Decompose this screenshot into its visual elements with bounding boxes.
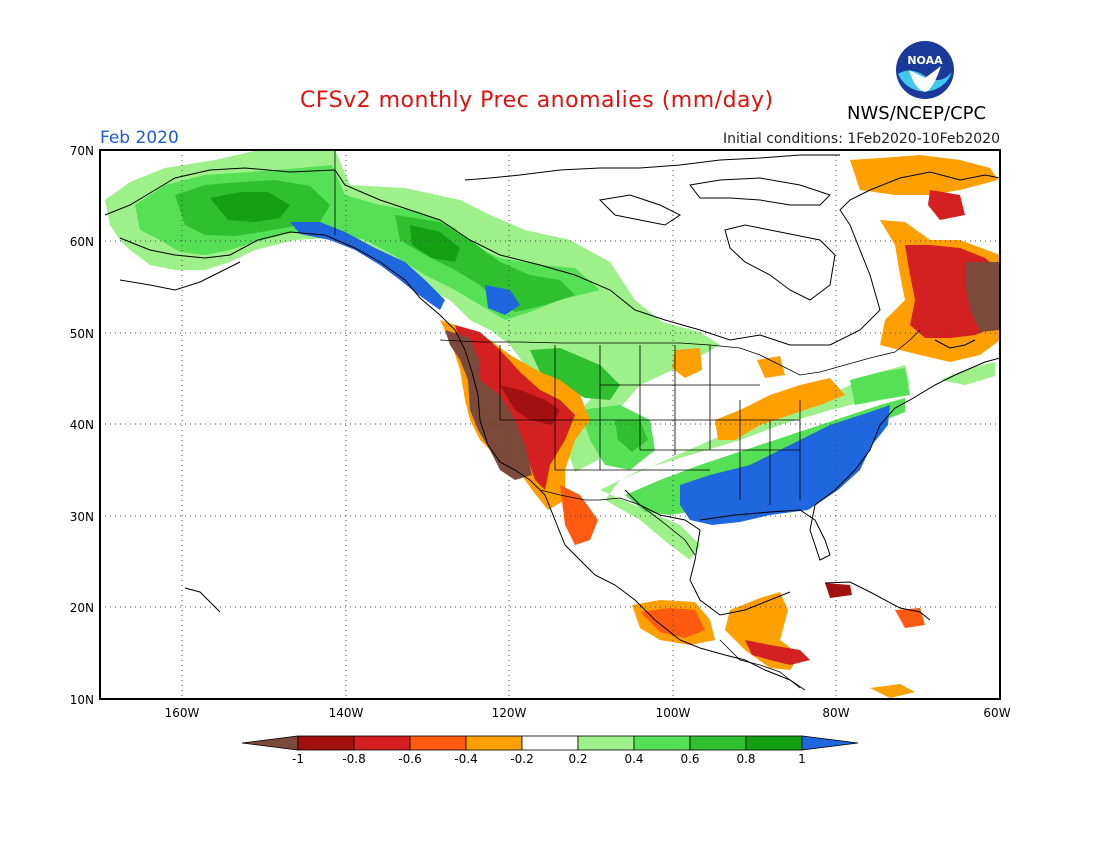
colorbar-swatch bbox=[353, 735, 411, 751]
lat-label-60n: 60N bbox=[70, 235, 94, 249]
colorbar-swatch bbox=[689, 735, 747, 751]
colorbar-tick-label: -0.6 bbox=[398, 752, 422, 766]
lat-label-30n: 30N bbox=[70, 510, 94, 524]
colorbar-swatch bbox=[577, 735, 635, 751]
colorbar-tick-label: -0.4 bbox=[454, 752, 478, 766]
lat-label-10n: 10N bbox=[70, 693, 94, 707]
colorbar-tick-label: -0.8 bbox=[342, 752, 366, 766]
colorbar-arrow-high bbox=[801, 735, 859, 751]
colorbar bbox=[241, 735, 859, 751]
colorbar-arrow-low bbox=[241, 735, 299, 751]
month-label: Feb 2020 bbox=[100, 128, 179, 148]
anomaly-field bbox=[105, 150, 1000, 698]
colorbar-swatch bbox=[465, 735, 523, 751]
colorbar-tick-label: 0.2 bbox=[568, 752, 588, 766]
initial-conditions-label: Initial conditions: 1Feb2020-10Feb2020 bbox=[723, 131, 1000, 147]
agency-label: NWS/NCEP/CPC bbox=[847, 103, 987, 124]
lon-label-80w: 80W bbox=[822, 706, 849, 720]
map-title: CFSv2 monthly Prec anomalies (mm/day) bbox=[300, 88, 774, 113]
lon-label-100w: 100W bbox=[656, 706, 691, 720]
lat-label-70n: 70N bbox=[70, 144, 94, 158]
lat-label-20n: 20N bbox=[70, 601, 94, 615]
lat-label-40n: 40N bbox=[70, 418, 94, 432]
colorbar-tick-label: 0.4 bbox=[624, 752, 644, 766]
colorbar-tick-label: 1 bbox=[798, 752, 806, 766]
noaa-logo: NOAA bbox=[896, 41, 954, 99]
colorbar-tick-label: 0.8 bbox=[736, 752, 756, 766]
lat-axis: 70N 60N 50N 40N 30N 20N 10N bbox=[70, 144, 94, 707]
colorbar-tick-label: 0.6 bbox=[680, 752, 700, 766]
svg-text:NOAA: NOAA bbox=[907, 54, 943, 67]
borders bbox=[334, 150, 921, 689]
colorbar-swatch bbox=[521, 735, 579, 751]
lat-label-50n: 50N bbox=[70, 327, 94, 341]
colorbar-swatch bbox=[633, 735, 691, 751]
colorbar-swatch bbox=[745, 735, 803, 751]
lon-label-60w: 60W bbox=[983, 706, 1010, 720]
colorbar-tick-label: -0.2 bbox=[510, 752, 534, 766]
colorbar-tick-label: -1 bbox=[292, 752, 304, 766]
coastlines bbox=[104, 154, 1000, 691]
graticule bbox=[100, 150, 1000, 699]
map-frame bbox=[99, 149, 1001, 700]
lon-label-140w: 140W bbox=[329, 706, 364, 720]
lon-label-160w: 160W bbox=[165, 706, 200, 720]
lon-axis: 160W 140W 120W 100W 80W 60W bbox=[165, 706, 1011, 720]
colorbar-swatch bbox=[297, 735, 355, 751]
lon-label-120w: 120W bbox=[492, 706, 527, 720]
colorbar-swatch bbox=[409, 735, 467, 751]
